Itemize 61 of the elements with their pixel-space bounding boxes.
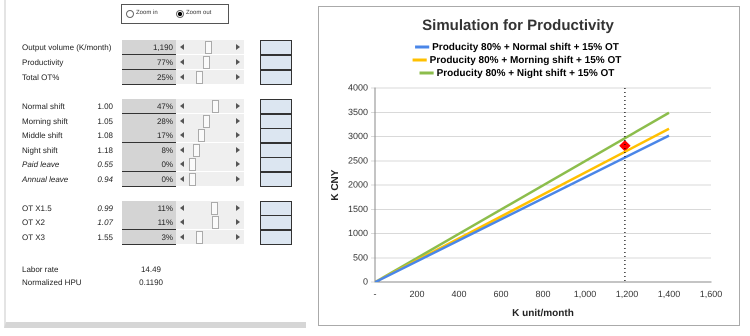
text: 0% bbox=[161, 160, 173, 170]
text: OT X3 bbox=[22, 233, 45, 243]
x-tick-label: 200 bbox=[410, 289, 425, 300]
text: 47% bbox=[156, 102, 173, 112]
text: Normalized HPU bbox=[22, 278, 82, 288]
y-tick-label: 2500 bbox=[348, 155, 368, 166]
text: Annual leave bbox=[22, 175, 68, 185]
y-tick-label: 3000 bbox=[348, 131, 368, 142]
y-tick-label: 4000 bbox=[348, 82, 368, 92]
text: 0.1190 bbox=[139, 278, 163, 288]
text: 1.00 bbox=[97, 102, 113, 112]
x-tick-label: 1,200 bbox=[616, 289, 638, 300]
text: 1.08 bbox=[97, 131, 113, 141]
y-tick-label: 1000 bbox=[348, 228, 368, 238]
text: Productivity bbox=[22, 58, 64, 68]
legend-label: Producity 80% + Morning shift + 15% OT bbox=[430, 54, 622, 66]
text: 1,190 bbox=[152, 43, 173, 53]
text: 0.55 bbox=[97, 160, 113, 170]
text: 1.18 bbox=[97, 146, 113, 156]
text: Paid leave bbox=[22, 160, 60, 170]
x-tick-label: 1,000 bbox=[574, 289, 596, 300]
x-tick-label: 400 bbox=[452, 289, 467, 300]
text: OT X1.5 bbox=[22, 204, 52, 214]
text: 1.55 bbox=[97, 233, 113, 243]
y-tick-label: 500 bbox=[352, 252, 368, 262]
text: 0.94 bbox=[97, 175, 113, 185]
x-tick-label: 1,400 bbox=[658, 289, 680, 300]
text: 1.05 bbox=[97, 117, 113, 127]
text: Total OT% bbox=[22, 73, 60, 83]
x-tick-label: 800 bbox=[535, 289, 551, 300]
x-axis-title: K unit/month bbox=[512, 308, 574, 319]
text: Morning shift bbox=[22, 117, 68, 127]
text: 28% bbox=[156, 117, 173, 127]
y-tick-label: 1500 bbox=[348, 204, 368, 214]
text: 0% bbox=[161, 175, 173, 185]
text: 3% bbox=[161, 233, 173, 243]
text: 25% bbox=[156, 73, 173, 83]
text: 8% bbox=[161, 146, 173, 156]
text: 77% bbox=[156, 58, 173, 68]
text: Output volume (K/month) bbox=[22, 43, 112, 53]
x-tick-label: 600 bbox=[494, 289, 509, 300]
legend-label: Producity 80% + Normal shift + 15% OT bbox=[432, 42, 619, 53]
text: Middle shift bbox=[22, 131, 62, 141]
text: 0.99 bbox=[97, 204, 113, 214]
text: OT X2 bbox=[22, 218, 45, 228]
x-tick-label: 1,600 bbox=[700, 289, 722, 300]
legend-label: Producity 80% + Night shift + 15% OT bbox=[436, 68, 614, 79]
text: Labor rate bbox=[22, 265, 58, 275]
chart-title: Simulation for Productivity bbox=[422, 17, 614, 34]
text: Normal shift bbox=[22, 102, 65, 112]
x-tick-label: - bbox=[374, 289, 377, 300]
text: 1.07 bbox=[97, 218, 113, 228]
y-tick-label: 0 bbox=[363, 276, 368, 287]
text: 14.49 bbox=[140, 265, 161, 275]
y-axis-title: K CNY bbox=[330, 169, 341, 201]
y-tick-label: 3500 bbox=[348, 106, 368, 117]
text: 11% bbox=[158, 204, 173, 214]
text: Night shift bbox=[22, 146, 58, 156]
text: 11% bbox=[158, 218, 173, 228]
text: 17% bbox=[156, 131, 173, 141]
y-tick-label: 2000 bbox=[348, 180, 368, 190]
